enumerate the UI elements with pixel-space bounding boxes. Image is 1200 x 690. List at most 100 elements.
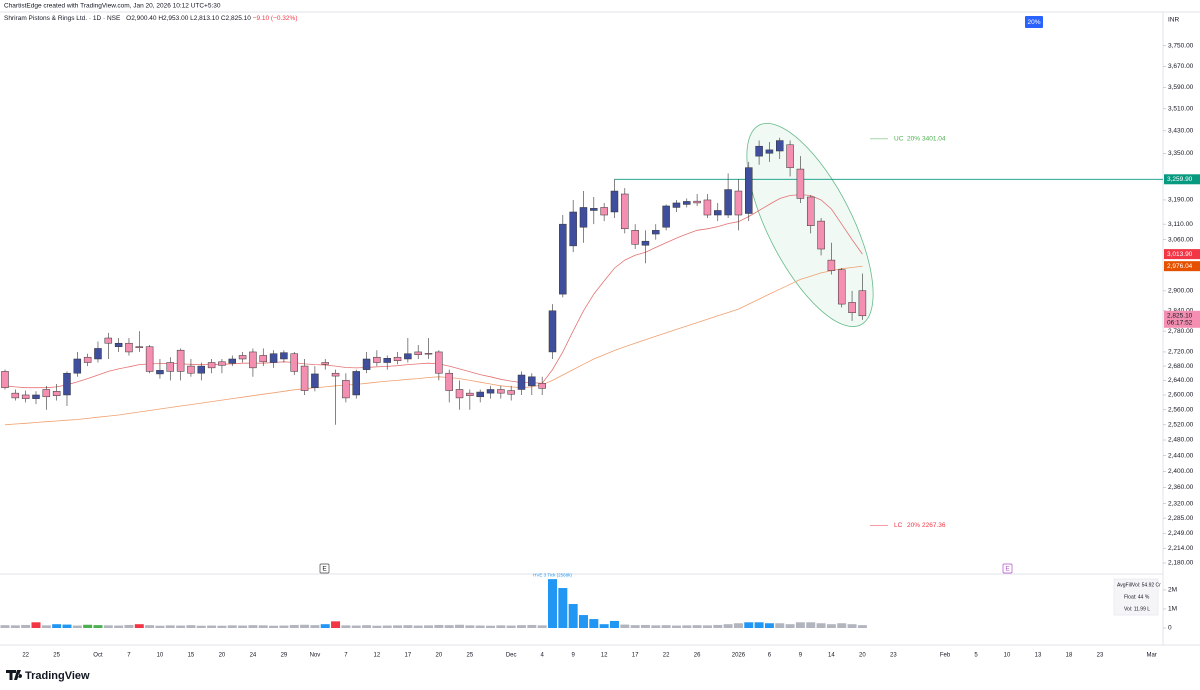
volume-bar [248, 625, 258, 628]
x-tick-label: 26 [694, 653, 701, 659]
volume-bar [72, 625, 82, 628]
candle-body [476, 391, 484, 398]
candle-body [755, 145, 763, 157]
x-tick-label: 23 [1097, 653, 1104, 659]
candle-body [187, 365, 195, 374]
ma-tag-text: 3,013.90 [1167, 251, 1193, 258]
candle-body [1, 371, 9, 388]
x-tick-label: 17 [632, 653, 639, 659]
candle-body [321, 362, 329, 365]
volume-bar [795, 622, 805, 628]
x-tick-label: Oct [93, 653, 103, 659]
event-marker[interactable] [1002, 563, 1013, 574]
candle-body [42, 389, 51, 398]
volume-bar [403, 625, 413, 628]
volume-bar [83, 624, 93, 628]
candle-body [94, 348, 102, 360]
volume-bar [692, 625, 702, 628]
info-line: Float: 44 % [1124, 594, 1150, 600]
volume-bar [444, 625, 454, 628]
volume-bar [310, 625, 320, 628]
x-tick-label: 15 [188, 653, 195, 659]
event-marker-text[interactable]: E [322, 566, 327, 573]
open: O2,900.40 [126, 15, 157, 22]
volume-bar [744, 622, 754, 628]
candle-body [362, 358, 371, 370]
volume-bar [362, 625, 372, 628]
volume-bar [837, 623, 847, 628]
x-tick-label: Dec [506, 653, 517, 659]
volume-bar [764, 623, 774, 628]
volume-bar [568, 604, 578, 628]
candle-body [176, 349, 185, 372]
volume-bar [124, 624, 134, 628]
candle-body [269, 353, 278, 363]
candle-body [228, 358, 237, 364]
volume-bar [289, 624, 299, 628]
y-tick-label: 3,110.00 [1168, 221, 1193, 228]
volume-bar [300, 624, 310, 628]
event-marker[interactable] [319, 563, 330, 574]
candle-body [435, 351, 443, 374]
y-tick-label: 2,680.00 [1168, 363, 1194, 370]
candle-body [259, 355, 267, 363]
volume-bar [393, 625, 403, 628]
limit-text: UC [894, 136, 904, 143]
logo-icon [6, 670, 23, 680]
volume-bar [754, 622, 764, 628]
badge[interactable] [1025, 16, 1043, 28]
y-tick-label: 3,060.00 [1168, 236, 1194, 243]
volume-bar [723, 624, 733, 628]
candle-body [693, 200, 701, 204]
x-tick-label: 14 [828, 653, 835, 659]
candle-body [383, 358, 391, 363]
y-tick-label: 2,720.00 [1168, 349, 1194, 356]
candle-body [806, 196, 815, 226]
volume-bar [196, 625, 206, 628]
candle-body [538, 383, 546, 389]
volume-bar [155, 625, 165, 628]
candle-body [610, 190, 619, 213]
volume-bar [713, 624, 723, 628]
volume-bar [682, 625, 692, 628]
candle-body [641, 240, 650, 246]
symbol: Shriram Pistons & Rings Ltd. · 1D · NSE [4, 15, 121, 22]
y-tick-label: 3,430.00 [1168, 127, 1194, 134]
volume-bar [424, 625, 434, 628]
candle-body [83, 356, 92, 363]
volume-bar [475, 625, 485, 628]
candle-body [703, 199, 712, 216]
y-tick-label: 2,400.00 [1168, 468, 1194, 475]
y-tick-label: 2,900.00 [1168, 288, 1194, 295]
credit: ChartistEdge created with TradingView.co… [4, 3, 221, 10]
close-tag [1164, 310, 1200, 328]
volume-bar [857, 625, 867, 628]
y-tick-label: 2,249.00 [1168, 530, 1194, 537]
volume-bar [0, 625, 10, 628]
volume-bar [341, 625, 351, 628]
legend: Shriram Pistons & Rings Ltd. · 1D · NSE … [4, 15, 297, 22]
volume-bar [413, 625, 423, 628]
candle-body [156, 370, 164, 375]
x-tick-label: 12 [601, 653, 608, 659]
candle-body [404, 353, 412, 360]
volume-bar [41, 625, 51, 628]
candle-body [414, 351, 422, 356]
candle-body [796, 168, 805, 199]
volume-bar [640, 624, 650, 628]
event-marker-text[interactable]: E [1005, 566, 1010, 573]
badge-text[interactable]: 20% [1027, 19, 1040, 26]
candle-body [73, 358, 82, 374]
x-tick-label: 25 [467, 653, 474, 659]
x-tick-label: 23 [890, 653, 897, 659]
y-tick-label: 3,190.00 [1168, 197, 1194, 204]
candle-body [197, 365, 206, 374]
candle-body [765, 149, 774, 154]
candle-body [631, 230, 639, 245]
volume-tick-label: 0 [1168, 625, 1172, 632]
volume-bar [217, 625, 227, 628]
y-tick-label: 2,600.00 [1168, 392, 1194, 399]
ma-tag-text: 2,976.04 [1167, 263, 1193, 270]
